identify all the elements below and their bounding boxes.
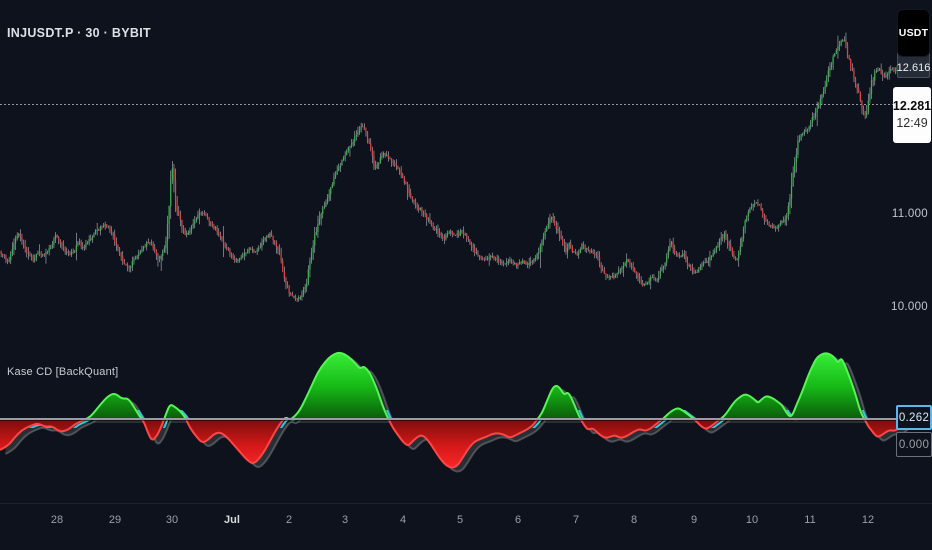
- time-axis-label: 30: [165, 514, 179, 526]
- time-axis-label: 12: [861, 514, 875, 526]
- time-axis-label: 10: [745, 514, 759, 526]
- time-axis-label: 11: [804, 514, 816, 526]
- time-axis-label: 28: [50, 514, 64, 526]
- price-tick-11000: 11.000: [891, 208, 928, 220]
- time-axis[interactable]: 28 29 30 Jul 2 3 4 5 6 7 8 9 10 11 12: [0, 503, 932, 550]
- time-axis-label: 5: [456, 514, 464, 526]
- time-axis-label: 4: [399, 514, 407, 526]
- time-axis-label: 8: [630, 514, 638, 526]
- time-axis-label: Jul: [224, 514, 240, 526]
- price-line-value: 12.281: [892, 99, 932, 113]
- time-axis-label: 9: [690, 514, 698, 526]
- time-axis-label: 2: [285, 514, 293, 526]
- time-axis-label: 6: [514, 514, 522, 526]
- oscillator-value-label: 0.262: [896, 405, 932, 430]
- oscillator-zero-label: 0.000: [896, 432, 932, 457]
- time-axis-label: 29: [108, 514, 122, 526]
- price-tick-10000: 10.000: [891, 301, 928, 313]
- indicator-label[interactable]: Kase CD [BackQuant]: [7, 366, 119, 378]
- currency-toggle-button[interactable]: USDT: [897, 9, 930, 57]
- price-line-label: 12.281 12:49: [893, 87, 931, 143]
- symbol-title[interactable]: INJUSDT.P · 30 · BYBIT: [7, 26, 151, 40]
- time-axis-label: 3: [341, 514, 349, 526]
- time-axis-label: 7: [572, 514, 580, 526]
- bar-countdown: 12:49: [896, 116, 928, 130]
